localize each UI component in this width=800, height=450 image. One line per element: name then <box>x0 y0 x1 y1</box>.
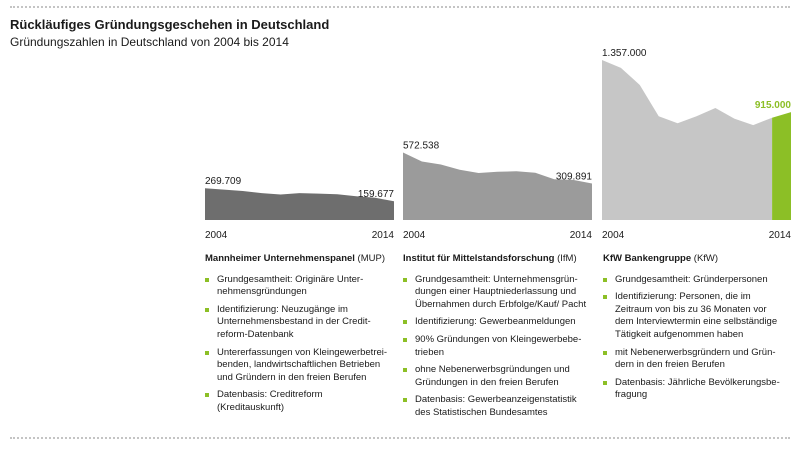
charts-canvas: 269.709 159.677 2004 2014 572.538 309.891 2004… <box>205 48 792 241</box>
list-item-line: Datenbasis: Creditreform <box>217 389 323 401</box>
list-item: Grundgesamtheit: Gründerpersonen <box>603 274 793 287</box>
list-item-line: Identifizierung: Gewerbeanmeldungen <box>415 316 576 328</box>
list-item-line: dungen einer Hauptniederlassung und <box>415 286 577 298</box>
list-item-line: ohne Nebenerwerbsgründungen und <box>415 364 570 376</box>
bottom-dotted-divider <box>10 437 790 439</box>
panel-title-text: KfW Bankengruppe <box>603 253 692 264</box>
list-item-line: nehmensgründungen <box>217 286 307 298</box>
chart-title: Rückläufiges Gründungsgeschehen in Deuts… <box>10 17 330 32</box>
list-item-line: Übernahmen durch Erbfolge/Kauf/ Pacht <box>415 298 587 310</box>
green-square-bullet-icon <box>403 368 407 373</box>
list-item-line: trieben <box>415 346 445 358</box>
list-item: Datenbasis: Creditreform (Kreditauskunft) <box>205 389 395 414</box>
panel-kfw: KfW Bankengruppe (KfW) Grundgesamtheit: G… <box>603 253 793 407</box>
list-item: mit Nebenerwerbsgründern und Grün-dern i… <box>603 347 793 372</box>
green-square-bullet-icon <box>205 350 209 355</box>
chart-subtitle: Gründungszahlen in Deutschland von 2004 … <box>10 35 289 49</box>
panel-title: Mannheimer Unternehmenspanel (MUP) <box>205 253 395 266</box>
list-item-line: und Gründern in den freien Berufen <box>217 371 367 383</box>
green-square-bullet-icon <box>603 295 607 300</box>
list-item-line: dem Interviewtermin eine selbständige <box>615 316 778 328</box>
list-item-line: Identifizierung: Neuzugänge im <box>217 303 348 315</box>
ifm-x-end-label: 2014 <box>570 230 593 241</box>
green-square-bullet-icon <box>205 393 209 398</box>
panel-ifm: Institut für Mittelstandsforschung (IfM)… <box>403 253 593 425</box>
green-square-bullet-icon <box>603 380 607 385</box>
list-item-line: Datenbasis: Jährliche Bevölkerungsbe- <box>615 376 780 388</box>
mup-start-value: 269.709 <box>205 176 242 187</box>
green-square-bullet-icon <box>403 398 407 403</box>
list-item-line: Identifizierung: Personen, die im <box>615 291 751 303</box>
panel-title: Institut für Mittelstandsforschung (IfM) <box>403 253 593 266</box>
list-item: Identifizierung: Gewerbeanmeldungen <box>403 316 593 329</box>
list-item-line: 90% Gründungen von Kleingewerbebe- <box>415 333 582 345</box>
panel-title: KfW Bankengruppe (KfW) <box>603 253 793 266</box>
list-item-line: Datenbasis: Gewerbeanzeigenstatistik <box>415 394 577 406</box>
mup-x-end-label: 2014 <box>372 230 395 241</box>
panel-bullet-list: Grundgesamtheit: Originäre Unter-nehmens… <box>205 274 395 415</box>
list-item: Identifizierung: Personen, die im Zeitrau… <box>603 291 793 341</box>
green-square-bullet-icon <box>603 277 607 282</box>
panel-title-abbr: (IfM) <box>554 253 577 264</box>
kfw-end-value: 915.000 <box>755 100 792 111</box>
kfw-x-start-label: 2004 <box>602 230 625 241</box>
ifm-x-start-label: 2004 <box>403 230 426 241</box>
list-item: Grundgesamtheit: Unternehmensgrün-dungen… <box>403 274 593 312</box>
list-item: 90% Gründungen von Kleingewerbebe-triebe… <box>403 334 593 359</box>
list-item-line: Gründungen in den freien Berufen <box>415 376 559 388</box>
list-item-line: dern in den freien Berufen <box>615 359 725 371</box>
list-item: Datenbasis: Gewerbeanzeigenstatistik des … <box>403 394 593 419</box>
panel-mup: Mannheimer Unternehmenspanel (MUP) Grundg… <box>205 253 395 420</box>
list-item-line: reform-Datenbank <box>217 328 294 340</box>
panel-bullet-list: Grundgesamtheit: Gründerpersonen Identifi… <box>603 274 793 402</box>
ifm-start-value: 572.538 <box>403 140 440 151</box>
green-square-bullet-icon <box>403 320 407 325</box>
list-item-line: (Kreditauskunft) <box>217 401 285 413</box>
list-item-line: Untererfassungen von Kleingewerbetrei- <box>217 346 388 358</box>
mup-end-value: 159.677 <box>358 189 395 200</box>
ifm-area <box>403 152 592 220</box>
kfw-area <box>602 60 773 220</box>
list-item-line: Grundgesamtheit: Unternehmensgrün- <box>415 273 578 285</box>
green-square-bullet-icon <box>205 277 209 282</box>
list-item: Untererfassungen von Kleingewerbetrei-be… <box>205 347 395 385</box>
green-square-bullet-icon <box>403 337 407 342</box>
kfw-start-value: 1.357.000 <box>602 48 647 59</box>
list-item: Identifizierung: Neuzugänge im Unternehme… <box>205 304 395 342</box>
green-square-bullet-icon <box>205 307 209 312</box>
green-square-bullet-icon <box>603 350 607 355</box>
list-item-line: Tätigkeit aufgenommen haben <box>615 328 744 340</box>
panel-title-text: Mannheimer Unternehmenspanel <box>205 253 355 264</box>
panel-title-abbr: (KfW) <box>691 253 719 264</box>
list-item-line: fragung <box>615 389 648 401</box>
top-dotted-divider <box>10 6 790 8</box>
kfw-x-end-label: 2014 <box>769 230 792 241</box>
ifm-end-value: 309.891 <box>556 171 593 182</box>
list-item: Datenbasis: Jährliche Bevölkerungsbe-fra… <box>603 377 793 402</box>
list-item-line: Zeitraum von bis zu 36 Monaten vor <box>615 303 767 315</box>
panel-title-text: Institut für Mittelstandsforschung <box>403 253 555 264</box>
mup-x-start-label: 2004 <box>205 230 228 241</box>
list-item: ohne Nebenerwerbsgründungen und Gründunge… <box>403 364 593 389</box>
list-item: Grundgesamtheit: Originäre Unter-nehmens… <box>205 274 395 299</box>
kfw-highlight-area <box>772 112 791 220</box>
green-square-bullet-icon <box>403 277 407 282</box>
list-item-line: benden, landwirtschaftlichen Betrieben <box>217 359 381 371</box>
list-item-line: Grundgesamtheit: Gründerpersonen <box>615 273 768 285</box>
panel-title-abbr: (MUP) <box>354 253 385 264</box>
panel-bullet-list: Grundgesamtheit: Unternehmensgrün-dungen… <box>403 274 593 420</box>
list-item-line: Unternehmensbestand in der Credit- <box>217 316 371 328</box>
list-item-line: mit Nebenerwerbsgründern und Grün- <box>615 346 776 358</box>
mup-area <box>205 188 394 220</box>
list-item-line: Grundgesamtheit: Originäre Unter- <box>217 273 364 285</box>
list-item-line: des Statistischen Bundesamtes <box>415 406 548 418</box>
